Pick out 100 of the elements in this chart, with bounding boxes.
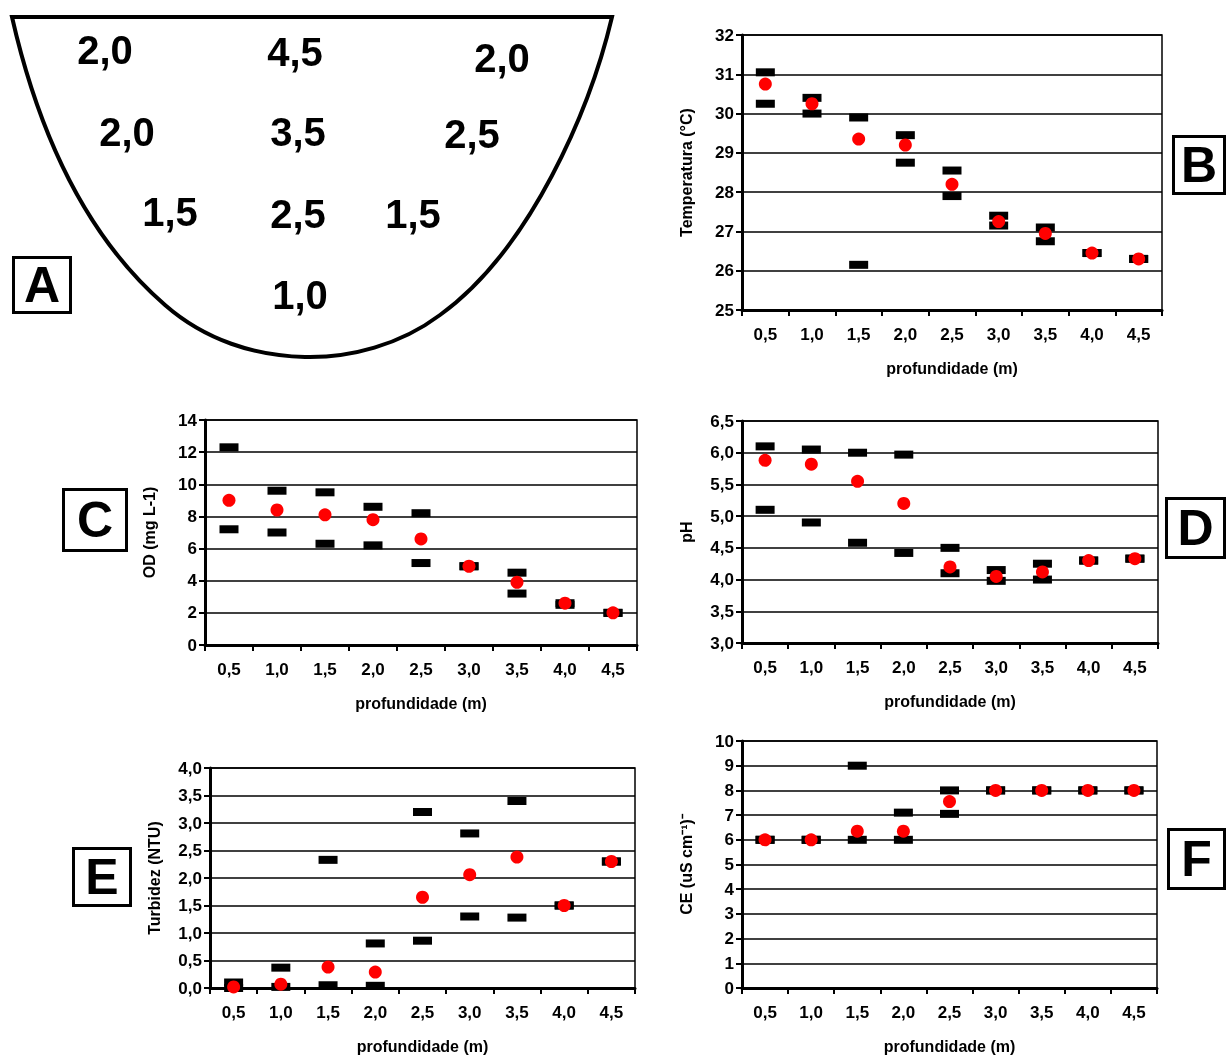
point — [510, 850, 524, 864]
y-tick-label: 0,0 — [178, 978, 202, 998]
text: C — [62, 488, 128, 552]
x-tick-label: 4,5 — [1122, 1003, 1146, 1022]
y-tick-label: 2,0 — [178, 868, 202, 888]
y-tick-label: 5 — [724, 855, 734, 874]
x-axis-title: profundidade (m) — [356, 1037, 489, 1055]
point — [368, 965, 382, 979]
y-tick-label: 1 — [724, 953, 734, 973]
point — [414, 532, 428, 546]
y-tick-label: 32 — [715, 25, 734, 45]
x-tick-label: 3,5 — [505, 1003, 529, 1022]
x-tick-label: 4,0 — [1080, 325, 1104, 344]
y-tick-label: 6,5 — [710, 411, 734, 431]
y-tick-label: 2,5 — [178, 841, 202, 860]
x-tick-label: 1,0 — [799, 658, 824, 677]
y-tick-label: 31 — [715, 64, 734, 84]
y-axis-title: Temperatura (°C) — [677, 108, 695, 237]
y-tick-label: 14 — [178, 410, 198, 430]
x-tick-label: 1,5 — [846, 325, 871, 344]
text: F — [1167, 828, 1226, 890]
x-axis-title: profundidade (m) — [355, 694, 487, 712]
y-tick-label: 2 — [187, 603, 197, 623]
y-tick-label: 26 — [715, 261, 734, 281]
y-axis-title: Turbidez (NTU) — [145, 821, 163, 935]
x-tick-label: 3,0 — [984, 658, 1009, 677]
x-tick-label: 3,5 — [1030, 658, 1055, 677]
text: 2,5 — [444, 111, 500, 157]
y-tick-label: 29 — [715, 143, 734, 163]
point — [943, 795, 956, 809]
y-tick-label: 4,5 — [710, 538, 734, 558]
text: B — [1172, 135, 1226, 195]
x-tick-label: 2,0 — [891, 658, 916, 677]
x-tick-label: 4,5 — [1126, 325, 1151, 344]
x-tick-label: 2,0 — [361, 660, 385, 679]
x-tick-label: 2,5 — [938, 658, 962, 677]
y-tick-label: 7 — [724, 805, 734, 825]
x-tick-label: 4,0 — [1076, 1003, 1100, 1022]
x-tick-label: 1,0 — [265, 660, 289, 679]
x-tick-label: 4,5 — [601, 660, 625, 679]
x-tick-label: 3,5 — [505, 660, 529, 679]
y-tick-label: 4,0 — [178, 758, 202, 778]
x-tick-label: 2,5 — [409, 660, 433, 679]
y-tick-label: 4,0 — [710, 570, 734, 590]
point — [1038, 226, 1052, 240]
y-tick-label: 25 — [715, 300, 734, 320]
x-tick-label: 2,5 — [940, 325, 964, 344]
point — [274, 977, 288, 991]
point — [321, 960, 335, 974]
y-tick-label: 1,5 — [178, 896, 202, 915]
y-tick-label: 6 — [724, 830, 734, 850]
x-axis-title: profundidade (m) — [883, 1037, 1016, 1055]
point — [510, 575, 524, 589]
x-tick-label: 2,0 — [891, 1003, 916, 1022]
text: A — [12, 256, 72, 314]
x-tick-label: 0,5 — [753, 325, 778, 344]
point — [945, 177, 959, 191]
text: 3,5 — [270, 109, 326, 155]
point — [366, 513, 380, 527]
x-axis-title: profundidade (m) — [886, 359, 1018, 377]
y-axis-title: pH — [677, 521, 695, 543]
point — [463, 868, 477, 882]
point — [989, 569, 1003, 583]
point — [1035, 565, 1049, 579]
y-axis-title: CE (uS cm⁻¹)⁻ — [677, 813, 695, 915]
x-tick-label: 4,5 — [599, 1003, 624, 1022]
point — [222, 493, 236, 507]
y-tick-label: 8 — [187, 506, 197, 526]
point — [318, 508, 332, 522]
point — [896, 824, 910, 838]
text: E — [72, 847, 132, 907]
x-tick-label: 3,0 — [986, 325, 1011, 344]
point — [758, 77, 772, 91]
y-tick-label: 6,0 — [710, 443, 734, 463]
y-tick-label: 4 — [187, 571, 198, 591]
y-axis-title: OD (mg L-1) — [140, 486, 158, 579]
point — [898, 138, 912, 152]
x-tick-label: 2,0 — [893, 325, 918, 344]
y-tick-label: 3 — [724, 904, 734, 924]
text: 2,0 — [474, 35, 530, 81]
x-tick-label: 3,5 — [1033, 325, 1058, 344]
point — [850, 824, 864, 838]
y-tick-label: 6 — [187, 539, 197, 559]
y-tick-label: 3,5 — [178, 786, 202, 805]
x-tick-label: 4,0 — [553, 660, 577, 679]
x-tick-label: 1,5 — [316, 1003, 340, 1022]
x-axis-title: profundidade (m) — [884, 692, 1016, 710]
y-tick-label: 3,0 — [710, 633, 734, 653]
y-tick-label: 10 — [178, 474, 197, 494]
y-tick-label: 0 — [187, 635, 197, 655]
x-tick-label: 0,5 — [753, 658, 777, 677]
x-tick-label: 2,5 — [410, 1003, 435, 1022]
y-tick-label: 12 — [178, 442, 197, 462]
point — [416, 890, 429, 904]
x-tick-label: 1,5 — [845, 1003, 870, 1022]
x-tick-label: 0,5 — [753, 1003, 777, 1022]
point — [851, 474, 865, 488]
x-tick-label: 3,5 — [1029, 1003, 1054, 1022]
point — [852, 132, 866, 146]
x-tick-label: 4,5 — [1123, 658, 1147, 677]
